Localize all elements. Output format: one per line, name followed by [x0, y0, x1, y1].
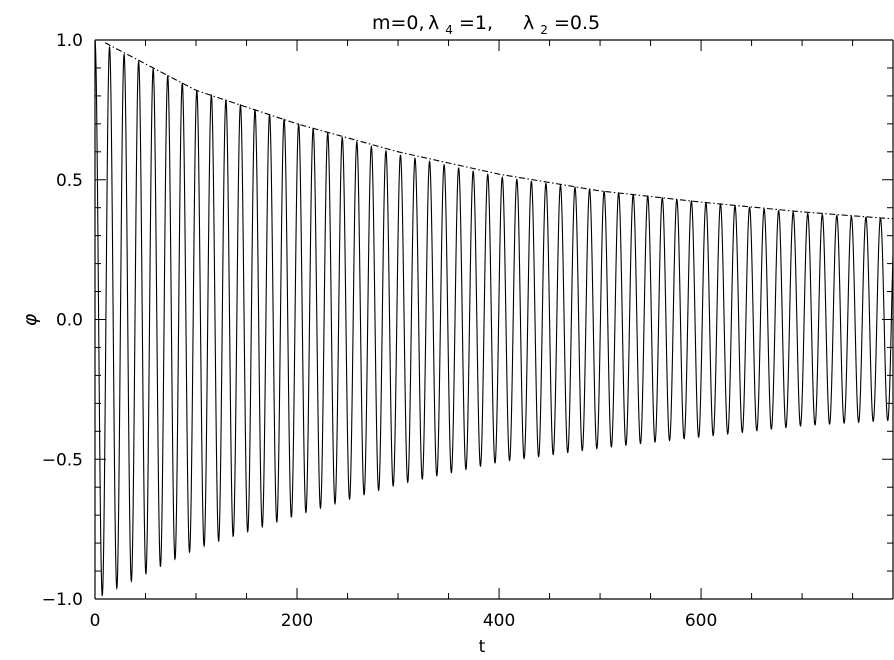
chart-title: m=0, λ 4 =1, λ 2 =0.5: [372, 12, 600, 39]
title-lambda2-sub: 2: [540, 23, 548, 37]
title-lambda4-val: =1,: [459, 12, 493, 34]
x-tick-label: 600: [685, 611, 717, 631]
plot-content: [94, 39, 894, 597]
ticks: [94, 39, 893, 600]
title-m: m=0,: [372, 12, 425, 34]
series-oscillation-line: [94, 39, 894, 597]
y-tick-label: 1.0: [56, 31, 83, 51]
x-tick-label: 0: [90, 611, 101, 631]
title-lambda2-val: =0.5: [554, 12, 600, 34]
title-lambda4-base: λ: [428, 12, 439, 34]
y-axis-label: φ: [19, 313, 41, 326]
x-axis-label: t: [479, 637, 486, 657]
series-envelope-line: [104, 42, 894, 220]
tick-labels: 0 200 400 600 −1.0 −0.5 0.0 0.5 1.0: [42, 31, 718, 631]
title-lambda2: λ 2 =0.5: [523, 12, 600, 39]
y-tick-label: −1.0: [42, 590, 83, 610]
x-tick-label: 200: [281, 611, 313, 631]
x-tick-label: 400: [483, 611, 515, 631]
y-tick-label: −0.5: [42, 450, 83, 470]
y-tick-label: 0.5: [56, 171, 83, 191]
title-lambda2-base: λ: [523, 12, 534, 34]
y-tick-label: 0.0: [56, 311, 83, 331]
title-lambda4: λ 4 =1,: [428, 12, 493, 39]
title-lambda4-sub: 4: [445, 23, 453, 37]
